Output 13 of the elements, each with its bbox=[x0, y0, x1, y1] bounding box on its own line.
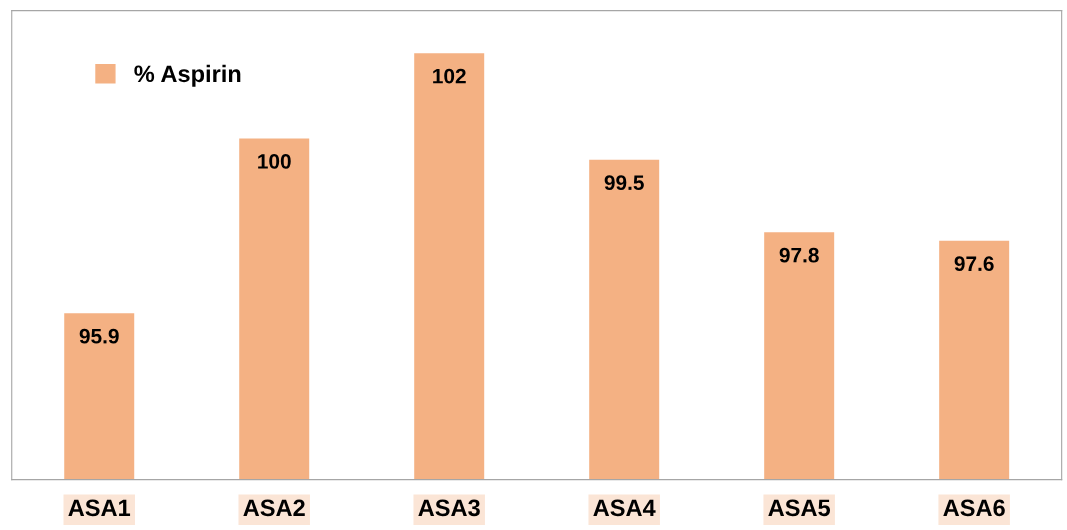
x-tick-label: ASA5 bbox=[768, 499, 831, 517]
data-label: 100 bbox=[258, 154, 291, 169]
x-tick-label: ASA3 bbox=[418, 499, 480, 517]
data-label: 95.9 bbox=[79, 328, 119, 344]
x-tick-label: ASA1 bbox=[68, 499, 131, 517]
x-tick-label: ASA2 bbox=[243, 499, 305, 517]
x-tick-label: ASA4 bbox=[593, 499, 656, 517]
data-label: 99.5 bbox=[604, 175, 644, 191]
x-tick-label: ASA6 bbox=[943, 499, 1005, 517]
data-label: 97.6 bbox=[954, 256, 994, 272]
legend-label: % Aspirin bbox=[134, 64, 241, 87]
data-label: 97.8 bbox=[779, 247, 819, 263]
data-label: 102 bbox=[433, 68, 466, 84]
